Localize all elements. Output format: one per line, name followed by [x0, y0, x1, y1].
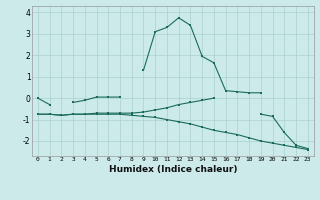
X-axis label: Humidex (Indice chaleur): Humidex (Indice chaleur) [108, 165, 237, 174]
